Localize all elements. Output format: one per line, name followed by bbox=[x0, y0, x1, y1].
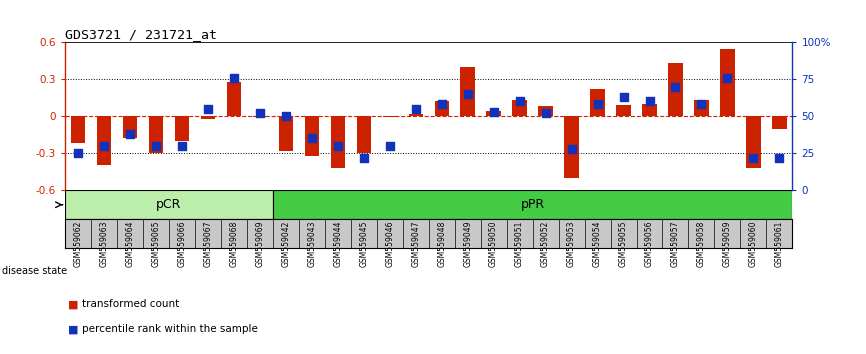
Text: GSM559050: GSM559050 bbox=[489, 221, 498, 267]
Bar bbox=[461, 67, 475, 116]
Bar bbox=[487, 111, 501, 116]
Text: GSM559058: GSM559058 bbox=[697, 221, 706, 267]
Point bbox=[435, 102, 449, 107]
Point bbox=[513, 99, 527, 104]
Text: GSM559042: GSM559042 bbox=[281, 221, 290, 267]
Bar bbox=[669, 63, 682, 116]
Text: GSM559055: GSM559055 bbox=[619, 221, 628, 267]
Point bbox=[643, 99, 656, 104]
Text: transformed count: transformed count bbox=[82, 299, 179, 309]
Bar bbox=[539, 107, 553, 116]
Text: GSM559061: GSM559061 bbox=[775, 221, 784, 267]
Text: GSM559059: GSM559059 bbox=[723, 221, 732, 267]
Text: disease state: disease state bbox=[2, 266, 67, 276]
Point bbox=[331, 143, 345, 149]
Bar bbox=[273, 190, 792, 219]
Text: GSM559049: GSM559049 bbox=[463, 221, 472, 267]
Point bbox=[487, 109, 501, 115]
Point bbox=[71, 150, 85, 156]
Bar bbox=[175, 116, 189, 141]
Bar bbox=[565, 116, 578, 178]
Point bbox=[383, 143, 397, 149]
Point bbox=[305, 136, 319, 141]
Text: ■: ■ bbox=[68, 299, 78, 309]
Bar bbox=[65, 190, 273, 219]
Point bbox=[669, 84, 682, 90]
Bar bbox=[409, 114, 423, 116]
Text: GSM559069: GSM559069 bbox=[255, 221, 264, 267]
Text: GSM559057: GSM559057 bbox=[671, 221, 680, 267]
Text: GSM559054: GSM559054 bbox=[593, 221, 602, 267]
Text: GSM559063: GSM559063 bbox=[100, 221, 108, 267]
Point bbox=[565, 146, 578, 152]
Point bbox=[721, 75, 734, 81]
Point bbox=[772, 155, 786, 160]
Text: pCR: pCR bbox=[156, 198, 182, 211]
Bar bbox=[71, 116, 85, 143]
Point bbox=[175, 143, 189, 149]
Text: GSM559064: GSM559064 bbox=[126, 221, 134, 267]
Point bbox=[591, 102, 604, 107]
Point bbox=[539, 110, 553, 116]
Bar bbox=[435, 102, 449, 116]
Text: ■: ■ bbox=[68, 324, 78, 334]
Point bbox=[97, 143, 111, 149]
Text: GSM559045: GSM559045 bbox=[359, 221, 368, 267]
Text: GSM559044: GSM559044 bbox=[333, 221, 342, 267]
Bar bbox=[279, 116, 293, 151]
Text: GSM559062: GSM559062 bbox=[74, 221, 82, 267]
Bar bbox=[305, 116, 319, 155]
Point bbox=[201, 106, 215, 112]
Point bbox=[617, 94, 630, 100]
Text: GSM559068: GSM559068 bbox=[229, 221, 238, 267]
Text: GSM559051: GSM559051 bbox=[515, 221, 524, 267]
Bar bbox=[357, 116, 371, 153]
Bar bbox=[721, 48, 734, 116]
Bar bbox=[253, 116, 267, 118]
Point bbox=[253, 110, 267, 116]
Text: GSM559060: GSM559060 bbox=[749, 221, 758, 267]
Bar bbox=[617, 105, 630, 116]
Point bbox=[123, 131, 137, 137]
Text: GSM559047: GSM559047 bbox=[411, 221, 420, 267]
Bar bbox=[746, 116, 760, 168]
Text: GDS3721 / 231721_at: GDS3721 / 231721_at bbox=[65, 28, 217, 41]
Bar bbox=[149, 116, 163, 153]
Bar bbox=[591, 89, 604, 116]
Text: pPR: pPR bbox=[520, 198, 545, 211]
Text: GSM559043: GSM559043 bbox=[307, 221, 316, 267]
Bar bbox=[201, 116, 215, 119]
Point bbox=[357, 155, 371, 160]
Point bbox=[409, 106, 423, 112]
Bar bbox=[97, 116, 111, 165]
Text: GSM559056: GSM559056 bbox=[645, 221, 654, 267]
Point bbox=[695, 102, 708, 107]
Bar bbox=[123, 116, 137, 138]
Bar bbox=[695, 100, 708, 116]
Text: GSM559067: GSM559067 bbox=[204, 221, 212, 267]
Text: percentile rank within the sample: percentile rank within the sample bbox=[82, 324, 258, 334]
Bar bbox=[772, 116, 786, 129]
Text: GSM559066: GSM559066 bbox=[178, 221, 186, 267]
Point bbox=[149, 143, 163, 149]
Bar bbox=[331, 116, 345, 168]
Text: GSM559065: GSM559065 bbox=[152, 221, 160, 267]
Text: GSM559053: GSM559053 bbox=[567, 221, 576, 267]
Bar bbox=[643, 104, 656, 116]
Bar bbox=[513, 100, 527, 116]
Point bbox=[279, 113, 293, 119]
Text: GSM559046: GSM559046 bbox=[385, 221, 394, 267]
Point bbox=[746, 155, 760, 160]
Point bbox=[227, 75, 241, 81]
Bar bbox=[227, 82, 241, 116]
Text: GSM559048: GSM559048 bbox=[437, 221, 446, 267]
Text: GSM559052: GSM559052 bbox=[541, 221, 550, 267]
Point bbox=[461, 91, 475, 97]
Bar bbox=[383, 116, 397, 118]
